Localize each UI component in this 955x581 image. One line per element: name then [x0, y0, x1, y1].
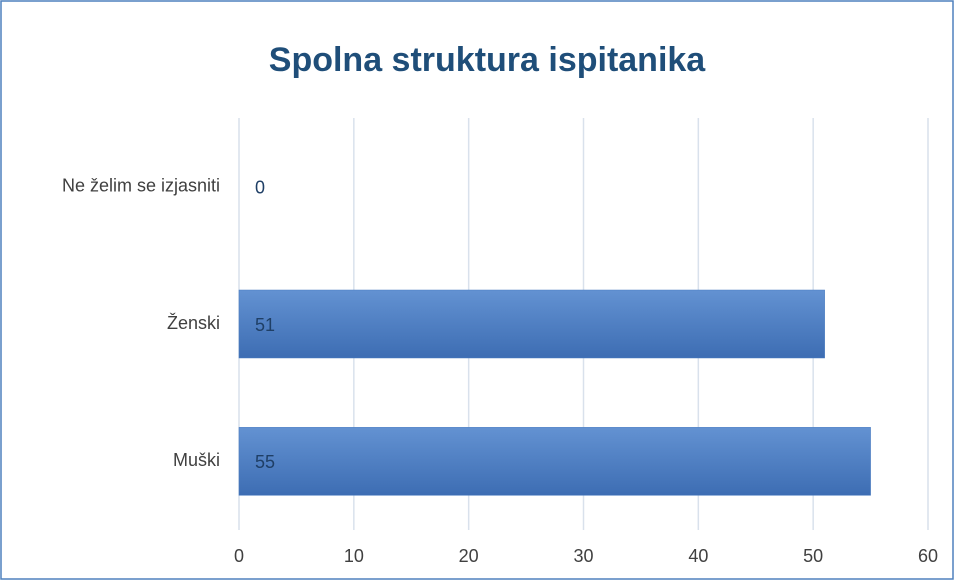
y-tick-label: Ne želim se izjasniti — [62, 175, 220, 195]
x-tick-label: 30 — [573, 546, 593, 566]
x-tick-label: 40 — [688, 546, 708, 566]
x-tick-label: 60 — [918, 546, 938, 566]
bar — [238, 289, 825, 359]
x-tick-label: 20 — [459, 546, 479, 566]
data-label: 51 — [255, 315, 275, 335]
x-tick-label: 10 — [344, 546, 364, 566]
data-label: 0 — [255, 177, 265, 197]
bar — [238, 427, 871, 496]
y-tick-label: Muški — [173, 450, 220, 470]
x-tick-label: 0 — [234, 546, 244, 566]
x-tick-label: 50 — [803, 546, 823, 566]
chart-title: Spolna struktura ispitanika — [269, 41, 707, 79]
y-tick-label: Ženski — [167, 313, 220, 333]
data-label: 55 — [255, 452, 275, 472]
